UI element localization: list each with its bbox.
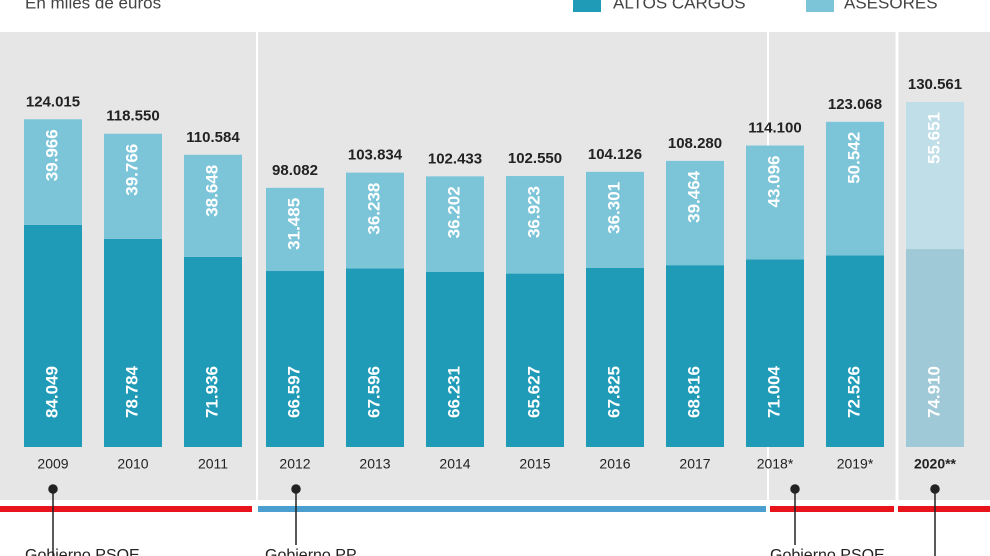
total-label: 124.015 xyxy=(26,93,80,110)
annotation: Gobierno PSOE xyxy=(25,547,140,556)
legend-swatch xyxy=(573,0,601,12)
value-label: 50.542 xyxy=(844,132,863,184)
annotation: Gobierno PP xyxy=(265,547,357,556)
bar-segment xyxy=(184,256,242,447)
gov-line xyxy=(770,506,894,512)
bar-segment xyxy=(184,154,242,257)
bar-segment xyxy=(426,271,484,447)
bar-segment xyxy=(346,268,404,447)
total-label: 103.834 xyxy=(348,147,403,164)
plot-background xyxy=(0,32,990,500)
annotation: Gobierno PSOE xyxy=(770,547,885,556)
bar-segment xyxy=(506,176,564,274)
x-tick-label: 2010 xyxy=(117,456,148,472)
x-tick-label: 2017 xyxy=(679,456,710,472)
legend-swatch xyxy=(806,0,834,12)
total-label: 114.100 xyxy=(748,119,801,136)
value-label: 39.966 xyxy=(42,129,61,181)
x-tick-label: 2011 xyxy=(198,456,228,472)
legend-label: ALTOS CARGOS xyxy=(613,0,746,12)
bar-segment xyxy=(104,133,162,239)
bar-segment xyxy=(506,273,564,447)
value-label: 38.648 xyxy=(202,165,221,217)
value-label: 84.049 xyxy=(42,366,61,418)
value-label: 36.923 xyxy=(524,186,543,238)
bar-segment xyxy=(586,171,644,268)
value-label: 66.231 xyxy=(444,366,463,418)
total-label: 98.082 xyxy=(272,162,318,179)
x-tick-label: 2016 xyxy=(599,456,630,472)
total-label: 104.126 xyxy=(588,146,642,163)
total-label: 130.561 xyxy=(908,76,962,93)
total-label: 108.280 xyxy=(668,135,722,152)
gov-line xyxy=(0,506,252,512)
value-label: 36.202 xyxy=(444,186,463,238)
x-tick-label: 2018* xyxy=(757,456,794,472)
value-label: 71.936 xyxy=(202,366,221,418)
bar-segment xyxy=(266,271,324,447)
value-label: 43.096 xyxy=(764,155,783,207)
value-label: 36.238 xyxy=(364,183,383,235)
bar-segment xyxy=(104,238,162,447)
bar-segment xyxy=(746,259,804,447)
legend: ALTOS CARGOS ASESORES xyxy=(573,0,938,12)
bar-segment xyxy=(826,121,884,256)
value-label: 67.825 xyxy=(604,366,623,418)
value-label: 55.651 xyxy=(924,112,943,164)
total-label: 123.068 xyxy=(828,96,882,113)
bars: 84.049 39.966 124.015 2009 78.784 39.766 118.5… xyxy=(24,76,964,472)
x-tick-label: 2012 xyxy=(279,456,310,472)
bar-segment xyxy=(426,176,484,272)
bar-segment xyxy=(586,267,644,447)
total-label: 118.550 xyxy=(106,108,159,125)
value-label: 78.784 xyxy=(122,365,141,418)
total-label: 102.433 xyxy=(428,150,482,167)
bar-segment xyxy=(906,102,964,250)
bar-segment xyxy=(346,172,404,269)
total-label: 102.550 xyxy=(508,150,562,167)
subtitle: En miles de euros xyxy=(25,0,161,12)
value-label: 74.910 xyxy=(924,366,943,418)
value-label: 67.596 xyxy=(364,366,383,418)
bar-segment xyxy=(666,160,724,266)
bar-segment xyxy=(24,224,82,447)
bar-segment xyxy=(266,187,324,272)
legend-label: ASESORES xyxy=(844,0,938,12)
value-label: 31.485 xyxy=(284,198,303,250)
value-label: 72.526 xyxy=(844,366,863,418)
value-label: 68.816 xyxy=(684,366,703,418)
x-tick-label: 2020** xyxy=(914,456,957,472)
bar-segment xyxy=(746,145,804,260)
x-tick-label: 2019* xyxy=(837,456,874,472)
bar-segment xyxy=(24,119,82,225)
bar-segment xyxy=(906,249,964,447)
gov-markers xyxy=(48,484,940,556)
gov-line xyxy=(898,506,990,512)
total-label: 110.584 xyxy=(186,129,240,146)
value-label: 65.627 xyxy=(524,366,543,418)
x-tick-label: 2015 xyxy=(519,456,550,472)
bar-segment xyxy=(826,255,884,447)
bar-segment xyxy=(666,265,724,447)
value-label: 71.004 xyxy=(764,365,783,418)
x-tick-label: 2013 xyxy=(359,456,390,472)
value-label: 39.766 xyxy=(122,144,141,196)
x-tick-label: 2009 xyxy=(37,456,68,472)
value-label: 36.301 xyxy=(604,182,623,234)
gov-line xyxy=(258,506,766,512)
value-label: 66.597 xyxy=(284,366,303,418)
x-tick-label: 2014 xyxy=(439,456,470,472)
value-label: 39.464 xyxy=(684,170,703,223)
